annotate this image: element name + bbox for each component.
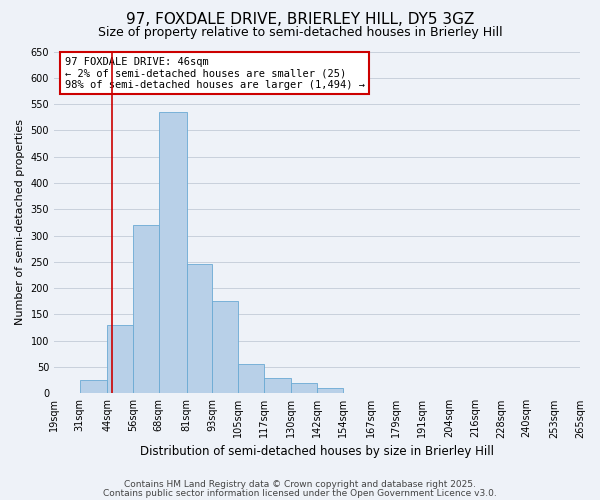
Text: Size of property relative to semi-detached houses in Brierley Hill: Size of property relative to semi-detach… <box>98 26 502 39</box>
Text: Contains HM Land Registry data © Crown copyright and database right 2025.: Contains HM Land Registry data © Crown c… <box>124 480 476 489</box>
X-axis label: Distribution of semi-detached houses by size in Brierley Hill: Distribution of semi-detached houses by … <box>140 444 494 458</box>
Bar <box>317 388 343 394</box>
Bar <box>159 112 187 394</box>
Text: Contains public sector information licensed under the Open Government Licence v3: Contains public sector information licen… <box>103 488 497 498</box>
Bar <box>292 383 317 394</box>
Text: 97 FOXDALE DRIVE: 46sqm
← 2% of semi-detached houses are smaller (25)
98% of sem: 97 FOXDALE DRIVE: 46sqm ← 2% of semi-det… <box>65 56 365 90</box>
Bar <box>238 364 263 394</box>
Bar <box>263 378 292 394</box>
Bar <box>133 225 159 394</box>
Bar <box>80 380 107 394</box>
Bar <box>187 264 212 394</box>
Bar <box>107 325 133 394</box>
Text: 97, FOXDALE DRIVE, BRIERLEY HILL, DY5 3GZ: 97, FOXDALE DRIVE, BRIERLEY HILL, DY5 3G… <box>126 12 474 28</box>
Y-axis label: Number of semi-detached properties: Number of semi-detached properties <box>15 120 25 326</box>
Bar <box>212 302 238 394</box>
